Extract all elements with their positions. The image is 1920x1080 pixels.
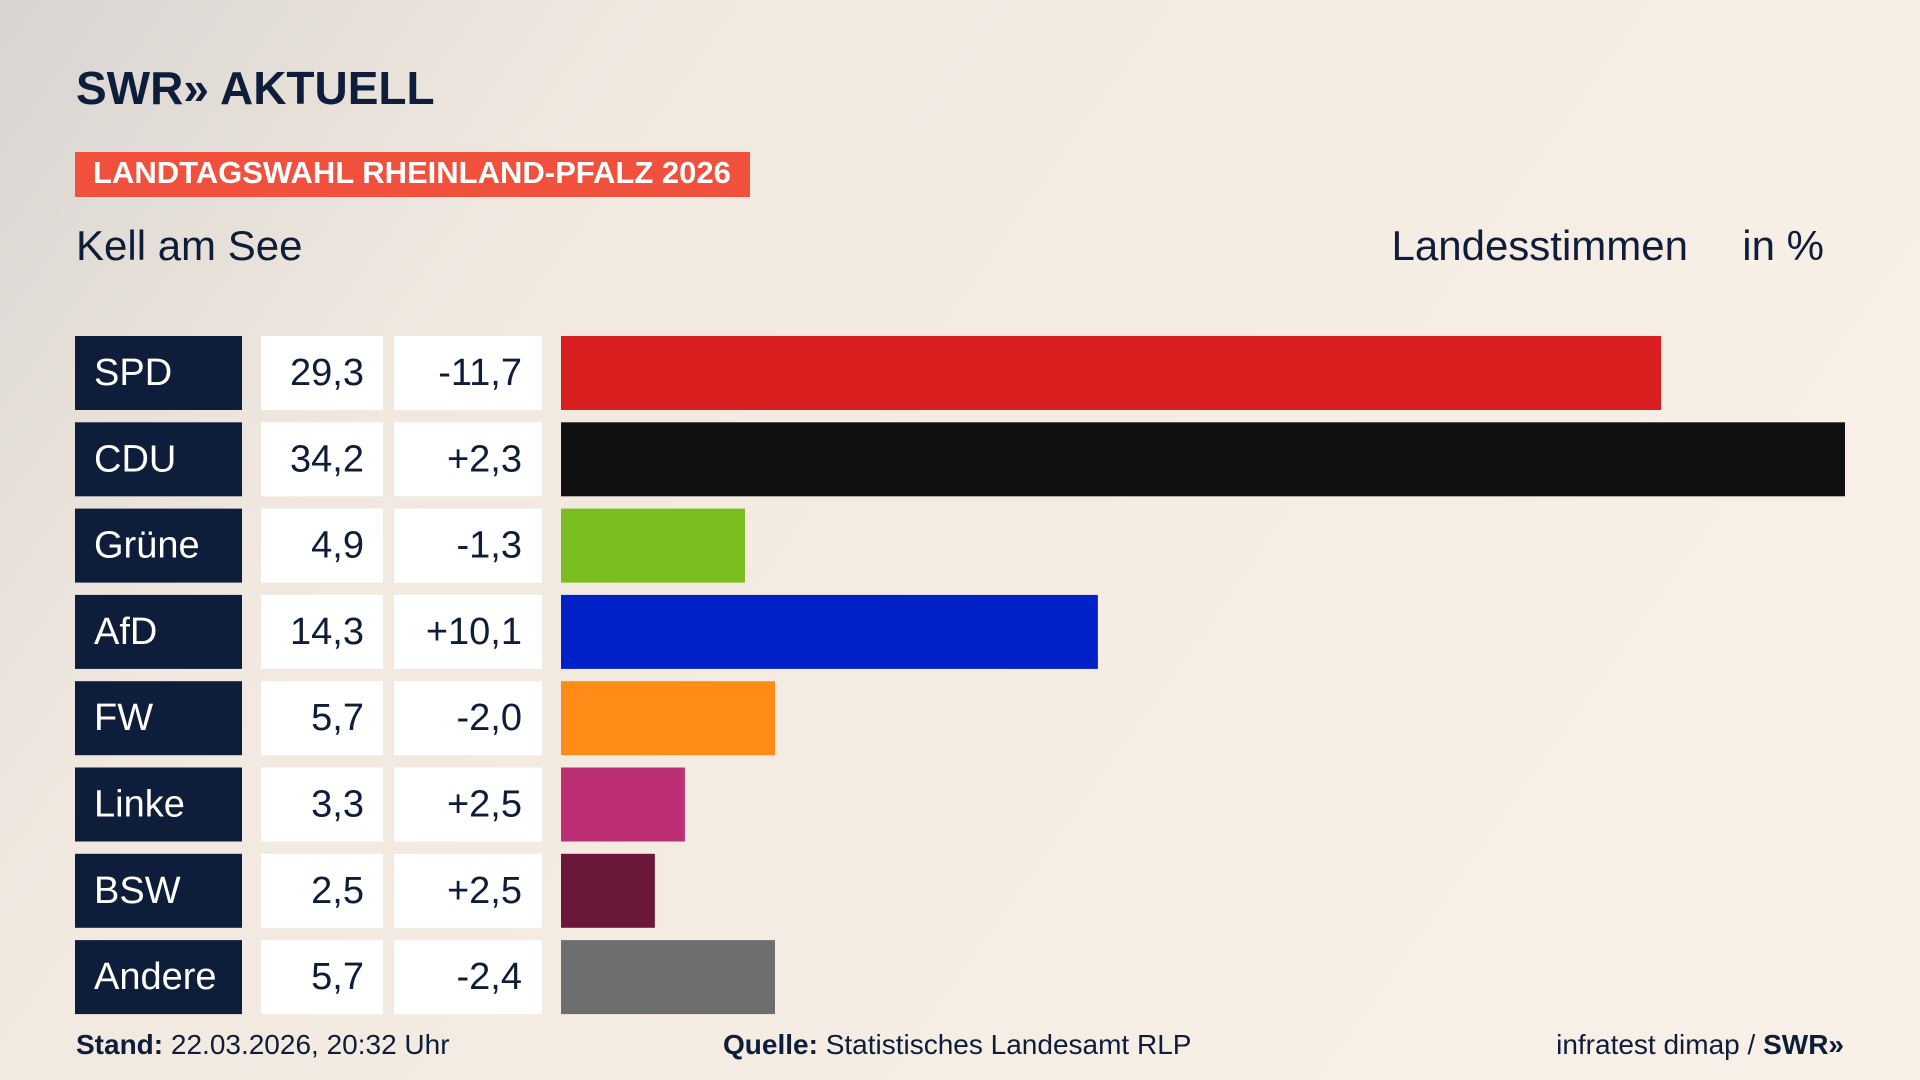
stand-label: Stand: [76,1029,163,1060]
bar [561,336,1662,410]
value-cell [261,336,383,410]
change-label: -2,4 [457,956,522,998]
value-label: 2,5 [311,870,364,912]
party-label: Linke [94,784,185,826]
value-label: 34,2 [290,438,364,480]
change-cell [394,767,542,842]
party-box [75,422,242,497]
footer-stand: Stand: 22.03.2026, 20:32 Uhr [76,1029,450,1060]
change-cell [394,853,542,928]
value-cell [261,940,383,1015]
change-label: +10,1 [426,611,522,653]
change-label: +2,5 [447,870,522,912]
value-label: 4,9 [311,525,364,567]
bar [561,508,745,583]
chart-title: Kell am See [76,222,302,269]
change-label: +2,3 [447,438,522,480]
bar [561,422,1845,497]
source-label: Quelle: [723,1029,818,1060]
value-cell [261,594,383,669]
subtitle: Landesstimmen [1392,222,1688,269]
bar [561,853,655,928]
value-label: 5,7 [311,956,364,998]
footer-source: Quelle: Statistisches Landesamt RLP [723,1029,1191,1060]
party-box [75,767,242,842]
change-label: -1,3 [457,525,522,567]
change-cell [394,594,542,669]
unit: in % [1742,222,1824,269]
change-label: -11,7 [438,352,522,394]
bar [561,767,685,842]
value-cell [261,508,383,583]
value-label: 29,3 [290,352,364,394]
party-label: BSW [94,870,181,912]
footer-credit: infratest dimap / SWR» [1556,1029,1844,1060]
value-label: 14,3 [290,611,364,653]
party-label: SPD [94,352,172,394]
party-box [75,336,242,410]
value-cell [261,767,383,842]
party-label: CDU [94,438,176,480]
stand: 22.03.2026, 20:32 Uhr [171,1029,450,1060]
change-label: -2,0 [457,697,522,739]
tag: LANDTAGSWAHL RHEINLAND-PFALZ 2026 [93,155,731,190]
source: Statistisches Landesamt RLP [826,1029,1192,1060]
party-label: FW [94,697,153,739]
change-label: +2,5 [447,784,522,826]
change-cell [394,336,542,410]
party-label: Andere [94,956,217,998]
party-box [75,940,242,1015]
party-box [75,853,242,928]
party-box [75,508,242,583]
bar [561,940,775,1015]
party-label: Grüne [94,525,200,567]
change-cell [394,508,542,583]
party-label: AfD [94,611,157,653]
change-cell [394,940,542,1015]
party-box [75,681,242,756]
credit-brand: SWR» [1763,1029,1844,1060]
brand-logo: SWR» AKTUELL [76,62,435,114]
bar [561,681,775,756]
value-label: 3,3 [311,784,364,826]
tag-box [75,152,750,197]
value-cell [261,681,383,756]
change-cell [394,681,542,756]
bar [561,594,1098,669]
value-cell [261,853,383,928]
credit: infratest dimap / [1556,1029,1755,1060]
value-cell [261,422,383,497]
party-box [75,594,242,669]
value-label: 5,7 [311,697,364,739]
change-cell [394,422,542,497]
